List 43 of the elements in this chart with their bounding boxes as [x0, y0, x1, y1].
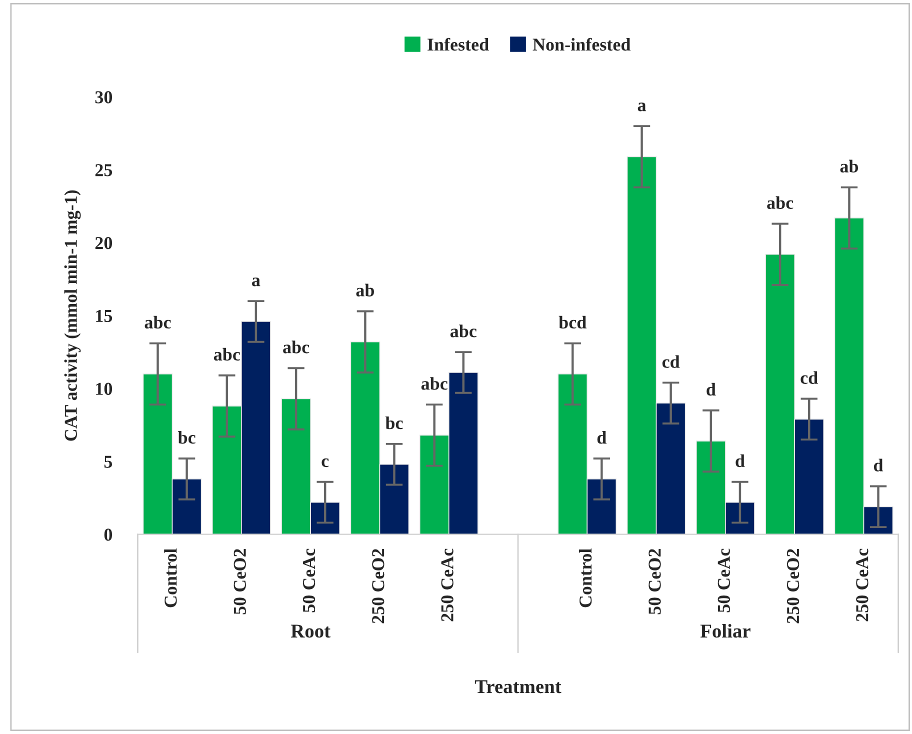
data-label: abc — [144, 316, 171, 329]
x-tick-label: Control — [164, 548, 177, 608]
data-label: d — [874, 458, 884, 472]
x-tick-label: 50 CeAc — [302, 548, 316, 612]
y-tick-label: 15 — [96, 310, 112, 322]
y-axis-title: CAT activity (mmol min-1 mg-1) — [64, 190, 81, 441]
x-tick-label: 250 CeO2 — [786, 549, 800, 624]
x-tick-label: 50 CeO2 — [234, 549, 246, 614]
y-tick-label: 5 — [104, 456, 112, 468]
data-label: d — [706, 382, 716, 396]
data-label: abc — [450, 324, 476, 338]
x-tick-label: Control — [578, 548, 592, 608]
x-tick-label: 250 CeAc — [441, 548, 454, 622]
y-tick-label: 10 — [96, 382, 112, 395]
data-label: ab — [356, 284, 374, 296]
data-label: a — [252, 278, 260, 286]
legend-label: Infested — [428, 38, 489, 51]
data-label: bc — [385, 416, 403, 430]
y-tick-label: 20 — [95, 236, 112, 250]
data-label: cd — [662, 355, 680, 368]
y-tick-label: 30 — [95, 91, 112, 104]
data-label: bcd — [558, 316, 586, 329]
data-label: a — [638, 102, 646, 112]
legend-label: Non-infested — [532, 38, 631, 51]
data-label: d — [736, 454, 745, 468]
data-label: d — [597, 431, 607, 444]
x-axis-title: Treatment — [474, 680, 562, 694]
data-label: c — [322, 458, 329, 468]
y-tick-label: 25 — [95, 164, 112, 176]
y-tick-label: 0 — [104, 528, 112, 541]
text: Foliar — [700, 624, 750, 638]
x-tick-label: 250 CeAc — [856, 548, 868, 622]
x-tick-label: 50 CeAc — [718, 548, 730, 612]
x-tick-label: 50 CeO2 — [648, 549, 661, 614]
data-label: cd — [800, 371, 818, 384]
data-label: abc — [283, 340, 310, 354]
text: Root — [290, 624, 330, 638]
data-label: abc — [421, 377, 448, 390]
data-label: bc — [178, 431, 196, 444]
data-label: ab — [840, 160, 858, 173]
data-label: abc — [214, 348, 240, 361]
x-tick-label: 250 CeO2 — [372, 549, 384, 624]
data-label: abc — [767, 196, 794, 209]
